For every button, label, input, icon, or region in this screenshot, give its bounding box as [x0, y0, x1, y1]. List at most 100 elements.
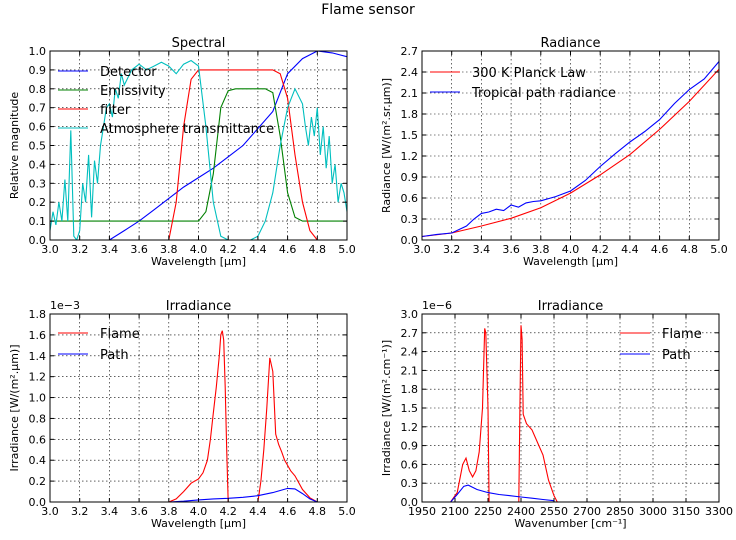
subplot-radiance: 3.0 3.2 3.4 3.6 3.8 4.0 4.2 4.4 4.6 4.8 5.0 0.0 0.3 0…: [380, 36, 728, 268]
x-tick-label: 2550: [540, 505, 568, 518]
series-line-flame: [168, 330, 318, 502]
x-tick-label: 3.6: [130, 243, 148, 256]
x-tick-label: 5.0: [338, 243, 356, 256]
legend-entry: Flame: [662, 327, 702, 342]
series-line-tropical-path-radiance: [422, 61, 719, 238]
subplot-irradiance-wn: 1950 2100 2250 2400 2550 2700 2850 3000 3150 3300…: [380, 299, 733, 530]
y-tick-label: 0.9: [29, 64, 47, 77]
x-tick-label: 5.0: [338, 505, 356, 518]
x-tick-label: 2100: [441, 505, 469, 518]
series-line-emissivity: [50, 88, 347, 222]
legend-entry: Emissivity: [100, 84, 166, 99]
y-axis-label: Irradiance [W/(m².cm⁻¹)]: [380, 340, 393, 476]
grid: [421, 313, 720, 503]
subplot-title: Irradiance: [538, 299, 603, 314]
grid: [49, 313, 348, 503]
x-tick-label: 3.0: [41, 243, 59, 256]
y-tick-label: 1.5: [401, 129, 419, 142]
x-axis-label: Wavelength [μm]: [151, 517, 246, 530]
x-tick-label: 4.6: [279, 505, 297, 518]
x-tick-label: 3.6: [130, 505, 148, 518]
y-tick-label: 2.7: [401, 45, 419, 58]
subplot-irradiance-wl: 3.0 3.2 3.4 3.6 3.8 4.0 4.2 4.4 4.6 4.8 5.0 0.0 0.2 0…: [8, 299, 356, 530]
x-tick-label: 4.8: [309, 243, 327, 256]
y-tick-label: 0.0: [401, 234, 419, 247]
y-tick-label: 0.9: [401, 171, 419, 184]
legend: Flame Path: [58, 327, 140, 363]
y-tick-label: 2.1: [401, 364, 419, 377]
x-tick-label: 3.4: [101, 505, 119, 518]
y-tick-label: 0.6: [29, 433, 47, 446]
y-tick-label: 0.4: [29, 158, 47, 171]
x-tick-label: 3000: [639, 505, 667, 518]
y-tick-label: 1.8: [401, 383, 419, 396]
series-line-filter: [50, 69, 347, 240]
x-tick-label: 2400: [507, 505, 535, 518]
x-tick-label: 3.6: [502, 243, 520, 256]
legend: Flame Path: [620, 327, 702, 363]
series-line-path: [450, 484, 555, 502]
subplot-title: Spectral: [172, 36, 226, 51]
y-axis-label: Irradiance [W/(m².μm)]: [8, 345, 21, 472]
x-tick-label: 4.8: [309, 505, 327, 518]
subplot-title: Radiance: [541, 36, 601, 51]
x-axis-label: Wavelength [μm]: [151, 255, 246, 268]
y-tick-label: 0.3: [401, 213, 419, 226]
y-tick-label: 1.2: [29, 371, 47, 384]
series-line-flame: [450, 325, 558, 502]
y-tick-label: 0.1: [29, 215, 47, 228]
x-tick-label: 4.4: [249, 505, 267, 518]
series-line-detector: [50, 51, 347, 240]
x-tick-label: 2250: [474, 505, 502, 518]
y-axis-label: Relative magnitude: [8, 92, 21, 200]
y-tick-label: 2.7: [401, 327, 419, 340]
y-tick-label: 1.0: [29, 392, 47, 405]
x-tick-label: 4.0: [562, 243, 580, 256]
y-tick-label: 0.0: [29, 234, 47, 247]
y-tick-label: 0.9: [401, 440, 419, 453]
x-tick-label: 3150: [672, 505, 700, 518]
y-tick-label: 0.0: [401, 496, 419, 509]
y-tick-label: 0.5: [29, 140, 47, 153]
y-tick-label: 0.6: [29, 121, 47, 134]
x-tick-label: 3.0: [41, 505, 59, 518]
legend-entry: 300 K Planck Law: [472, 66, 586, 81]
y-tick-label: 0.6: [401, 458, 419, 471]
y-tick-label: 1.2: [401, 421, 419, 434]
x-axis-label: Wavelength [μm]: [523, 255, 618, 268]
legend: Detector Emissivity filter Atmosphere trans…: [58, 65, 274, 137]
y-tick-label: 1.4: [29, 350, 47, 363]
y-tick-label: 0.4: [29, 454, 47, 467]
series-line-path: [168, 487, 318, 502]
x-tick-label: 4.6: [279, 243, 297, 256]
x-axis-label: Wavenumber [cm⁻¹]: [514, 517, 626, 530]
legend-entry: Path: [662, 348, 691, 363]
y-axis-label: Radiance [W/(m².sr.μm)]: [380, 78, 393, 213]
x-tick-label: 4.0: [190, 243, 208, 256]
y-tick-label: 1.2: [401, 150, 419, 163]
x-tick-label: 3.0: [413, 243, 431, 256]
y-tick-label: 0.7: [29, 102, 47, 115]
x-tick-label: 2700: [573, 505, 601, 518]
series-line-300-k-planck-law: [422, 68, 719, 238]
y-tick-label: 1.0: [29, 45, 47, 58]
y-tick-label: 0.3: [401, 477, 419, 490]
y-tick-label: 0.0: [29, 496, 47, 509]
x-tick-label: 4.2: [219, 505, 237, 518]
y-tick-label: 2.1: [401, 87, 419, 100]
y-tick-label: 1.6: [29, 329, 47, 342]
y-tick-label: 0.2: [29, 475, 47, 488]
x-tick-label: 3.4: [101, 243, 119, 256]
figure-suptitle: Flame sensor: [321, 2, 415, 18]
x-tick-label: 3300: [705, 505, 733, 518]
x-tick-label: 2850: [606, 505, 634, 518]
y-tick-label: 1.8: [401, 108, 419, 121]
legend-entry: Tropical path radiance: [471, 86, 616, 101]
y-tick-label: 0.8: [29, 412, 47, 425]
x-tick-label: 4.8: [681, 243, 699, 256]
legend: 300 K Planck Law Tropical path radiance: [430, 66, 616, 101]
x-tick-label: 3.4: [473, 243, 491, 256]
x-tick-label: 3.2: [71, 243, 89, 256]
